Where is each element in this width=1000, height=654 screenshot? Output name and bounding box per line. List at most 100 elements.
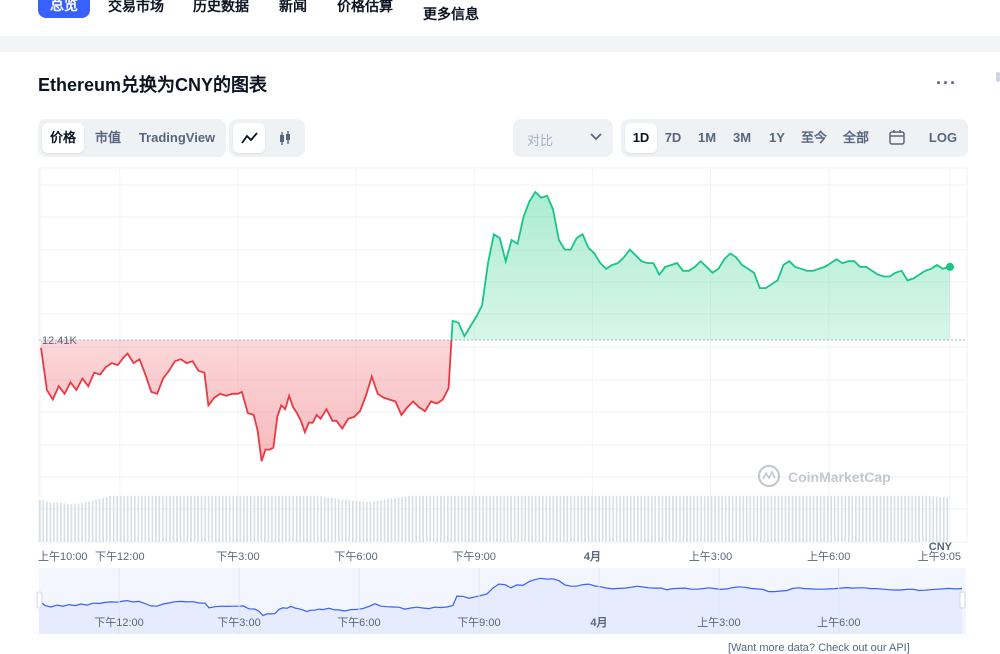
candlestick-button[interactable] <box>269 123 301 153</box>
volume-bar <box>267 495 270 542</box>
volume-bar <box>316 495 319 542</box>
volume-bar <box>717 495 720 542</box>
volume-bar <box>865 495 868 542</box>
nav-item-historical-data[interactable]: 历史数据 <box>193 0 249 14</box>
volume-bar <box>359 501 361 542</box>
range-ytd-button[interactable]: 至今 <box>800 130 827 145</box>
nav-item-news[interactable]: 新闻 <box>279 0 307 14</box>
volume-bar <box>911 495 913 542</box>
volume-bar <box>819 495 822 542</box>
volume-bar <box>566 495 569 542</box>
volume-bar <box>162 495 164 542</box>
volume-bar <box>584 495 586 542</box>
range-7d-button[interactable]: 7D <box>664 130 682 145</box>
nav-item-price-estimate[interactable]: 价格估算 <box>337 0 393 14</box>
volume-bar <box>601 495 604 542</box>
volume-bar <box>387 499 389 542</box>
range-1y-button[interactable]: 1Y <box>769 130 785 145</box>
tab-market-cap[interactable]: 市值 <box>94 130 121 145</box>
volume-bar <box>207 495 210 542</box>
volume-bar <box>366 501 368 542</box>
volume-bar <box>39 500 41 542</box>
volume-bar <box>932 496 934 542</box>
volume-bar <box>482 495 484 542</box>
volume-bar <box>204 495 206 542</box>
tab-price[interactable]: 价格 <box>42 123 84 153</box>
volume-bar <box>285 495 287 542</box>
volume-bar <box>858 495 861 542</box>
volume-bar <box>348 500 351 542</box>
navigator-tick-label: 下午6:00 <box>337 616 380 629</box>
volume-bar <box>81 502 83 542</box>
volume-bar <box>756 495 759 542</box>
section-divider <box>0 36 1000 52</box>
volume-bar <box>689 495 692 542</box>
calendar-button[interactable] <box>883 123 911 153</box>
last-price-point <box>946 262 954 271</box>
nav-item-more-info[interactable]: 更多信息 <box>423 6 479 22</box>
range-3m-button[interactable]: 3M <box>732 130 752 145</box>
navigator-tick-label: 下午3:00 <box>217 616 260 629</box>
volume-bar <box>943 496 945 542</box>
volume-bar <box>503 495 505 542</box>
volume-bar <box>605 495 607 542</box>
volume-bar <box>517 495 519 542</box>
scroll-indicator <box>996 72 1000 82</box>
volume-bar <box>812 495 815 542</box>
x-axis-labels: 上午10:00 下午12:00 下午3:00 下午6:00 下午9:00 4月 上午3:00… <box>38 550 961 563</box>
volume-bar <box>447 495 449 542</box>
volume-bar <box>640 495 643 542</box>
volume-bar <box>309 495 312 542</box>
api-promo-text[interactable]: [Want more data? Check out our API] <box>728 642 910 654</box>
volume-bar <box>510 495 512 542</box>
nav-item-overview[interactable]: 总览 <box>38 0 90 18</box>
volume-bar <box>436 495 439 542</box>
page-title: Ethereum兑换为CNY的图表 <box>38 75 268 95</box>
volume-bar <box>830 495 832 542</box>
volume-bar <box>531 495 533 542</box>
volume-bar <box>105 496 108 542</box>
volume-bar <box>281 495 284 542</box>
range-1m-button[interactable]: 1M <box>697 130 717 145</box>
volume-bar <box>49 502 52 542</box>
line-chart-button[interactable] <box>233 123 265 153</box>
volume-bar <box>422 495 424 542</box>
time-range-selector: 1D 7D 1M 3M 1Y 至今 全部 LOG <box>621 119 968 157</box>
navigator-tick-label: 上午6:00 <box>817 616 860 629</box>
volume-bar <box>742 495 745 542</box>
volume-bar <box>450 495 453 542</box>
volume-bar <box>274 495 277 542</box>
volume-bar <box>98 499 101 542</box>
volume-bar <box>155 495 157 542</box>
volume-bar <box>802 495 804 542</box>
volume-bar <box>169 495 171 542</box>
volume-bar <box>622 495 625 542</box>
volume-bar <box>193 495 196 542</box>
volume-bar <box>749 495 752 542</box>
nav-item-markets[interactable]: 交易市场 <box>108 0 164 14</box>
volume-bar <box>686 495 688 542</box>
volume-bar <box>700 495 702 542</box>
tab-tradingview[interactable]: TradingView <box>138 130 216 145</box>
volume-bar <box>629 495 632 542</box>
volume-bar <box>376 500 379 543</box>
log-scale-button[interactable]: LOG <box>928 130 958 145</box>
range-all-button[interactable]: 全部 <box>842 130 869 145</box>
volume-bar <box>879 495 882 542</box>
volume-bar <box>429 495 431 542</box>
volume-bar <box>485 495 488 542</box>
volume-bar <box>587 495 590 542</box>
volume-bar <box>594 495 597 542</box>
volume-bar <box>826 495 829 542</box>
volume-bar <box>633 495 635 542</box>
volume-bar <box>264 495 266 542</box>
volume-bar <box>260 495 263 542</box>
volume-bar <box>939 496 941 542</box>
more-horizontal-icon[interactable]: ··· <box>936 73 957 93</box>
range-1d-button[interactable]: 1D <box>625 123 657 153</box>
volume-bar <box>91 500 94 542</box>
volume-bar <box>295 495 298 542</box>
compare-dropdown[interactable]: 对比 <box>513 119 613 157</box>
volume-bar <box>739 495 741 542</box>
